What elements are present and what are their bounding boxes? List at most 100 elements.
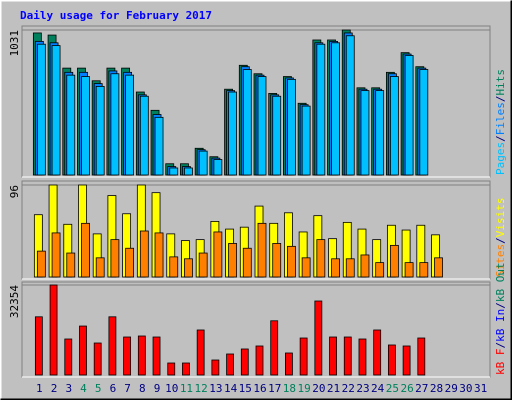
bar (316, 239, 326, 278)
bar (272, 95, 282, 176)
bar (66, 252, 76, 278)
bar (213, 159, 223, 176)
x-tick-label: 21 (327, 382, 340, 395)
bar (255, 345, 264, 376)
legend-entry: kB In (494, 309, 507, 342)
bar (331, 258, 340, 278)
y-tick-label: 1031 (8, 30, 21, 57)
bar (51, 232, 61, 278)
bar (360, 254, 370, 278)
x-tick-label: 20 (312, 382, 325, 395)
bar (198, 150, 208, 176)
x-tick-label: 1 (36, 382, 43, 395)
bar (404, 262, 414, 278)
bar (242, 247, 252, 278)
bar (301, 257, 311, 278)
bar (125, 74, 135, 176)
bar (226, 353, 234, 376)
legend-separator: / (494, 135, 507, 142)
bar (108, 316, 117, 376)
chart-title: Daily usage for February 2017 (20, 9, 212, 22)
bar (389, 244, 399, 278)
x-tick-label: 3 (65, 382, 72, 395)
legend-entry: kB F (494, 349, 507, 376)
legend-separator: / (494, 342, 507, 349)
bar (184, 167, 193, 176)
x-tick-label: 6 (110, 382, 117, 395)
x-tick-label: 24 (371, 382, 385, 395)
bar (81, 222, 90, 278)
x-tick-label: 10 (165, 382, 178, 395)
x-tick-label: 5 (95, 382, 102, 395)
bar (228, 91, 237, 176)
bar (360, 90, 370, 176)
bar (167, 362, 176, 376)
x-tick-label: 2 (51, 382, 58, 395)
legend-separator: / (494, 96, 507, 103)
bar (95, 257, 105, 278)
legend-entry: kB Out (494, 262, 507, 302)
bar (123, 336, 132, 376)
x-tick-label: 26 (400, 382, 413, 395)
bar (434, 257, 443, 278)
bar (301, 105, 311, 176)
x-tick-label: 28 (430, 382, 443, 395)
bar (272, 243, 282, 278)
legend: Sites/Visits (494, 198, 507, 278)
x-tick-label: 17 (268, 382, 281, 395)
bar (36, 250, 46, 278)
bar (169, 256, 179, 278)
bar (154, 116, 164, 176)
bar (125, 247, 135, 278)
x-tick-label: 15 (239, 382, 252, 395)
legend-entry: Files (494, 102, 507, 135)
bar (137, 335, 146, 376)
bar (375, 90, 385, 176)
x-tick-label: 23 (356, 382, 369, 395)
bar (285, 352, 293, 376)
legend-entry: Pages (494, 142, 507, 175)
legend-separator: / (494, 237, 507, 244)
bar (314, 300, 323, 376)
x-tick-label: 12 (195, 382, 208, 395)
bar (389, 76, 399, 176)
bar (242, 69, 252, 176)
x-tick-label: 13 (209, 382, 222, 395)
bar (51, 45, 61, 176)
bar (154, 232, 164, 278)
bar (373, 329, 382, 376)
bar (287, 245, 296, 278)
bar (375, 262, 385, 278)
x-tick-label: 27 (415, 382, 428, 395)
x-tick-label: 11 (180, 382, 193, 395)
x-tick-label: 31 (474, 382, 487, 395)
bar (110, 73, 120, 176)
bar (404, 55, 414, 176)
bar (419, 262, 429, 278)
bar (211, 359, 220, 376)
bar (213, 231, 223, 278)
bar (417, 337, 426, 376)
bar (93, 342, 102, 376)
bar (81, 76, 90, 176)
bar (198, 252, 208, 278)
x-tick-label: 16 (253, 382, 266, 395)
bar (34, 316, 43, 376)
bar (240, 348, 249, 376)
y-tick-label: 32354 (8, 285, 21, 318)
bar (299, 337, 308, 376)
bar (66, 74, 76, 176)
x-tick-label: 4 (80, 382, 87, 395)
bar (345, 258, 355, 278)
legend: Pages/Files/Hits (494, 69, 507, 175)
bar (79, 325, 87, 376)
bar (110, 239, 120, 278)
bar (343, 336, 352, 376)
bar (270, 320, 279, 376)
legend-separator: / (494, 302, 507, 309)
bar (345, 35, 355, 176)
bar (182, 362, 190, 376)
bar (257, 76, 267, 176)
